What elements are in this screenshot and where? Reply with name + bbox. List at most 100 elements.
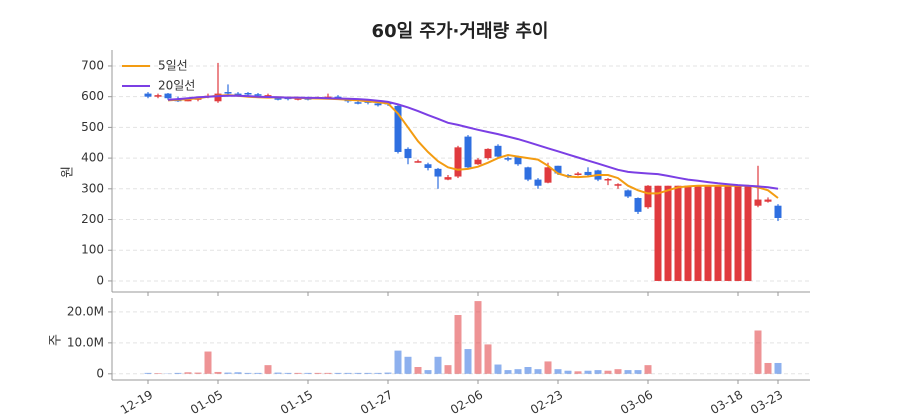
candle-body bbox=[484, 148, 492, 159]
candle-body bbox=[694, 185, 702, 281]
volume-bar bbox=[184, 372, 192, 374]
candle-body bbox=[504, 158, 512, 160]
candle-body bbox=[654, 185, 662, 281]
candle-body bbox=[644, 185, 652, 208]
candle-body bbox=[724, 185, 732, 281]
candle-body bbox=[394, 105, 402, 152]
x-tick-label: 01-15 bbox=[278, 388, 315, 418]
candle-body bbox=[734, 185, 742, 281]
candle-body bbox=[634, 198, 642, 212]
candle-body bbox=[584, 171, 592, 175]
volume-bar bbox=[364, 372, 372, 374]
candle-body bbox=[464, 136, 472, 168]
legend-label: 5일선 bbox=[158, 59, 188, 73]
volume-bar bbox=[574, 371, 582, 374]
candle-body bbox=[684, 185, 692, 281]
candle-body bbox=[164, 93, 172, 99]
candle-body bbox=[774, 205, 782, 218]
x-tick-label: 02-06 bbox=[448, 388, 485, 418]
volume-bar bbox=[634, 370, 642, 374]
x-tick-label: 03-06 bbox=[618, 388, 655, 418]
volume-bar bbox=[484, 344, 492, 374]
candle-body bbox=[234, 93, 242, 96]
candle-body bbox=[144, 93, 152, 97]
volume-bar bbox=[474, 301, 482, 374]
volume-bar bbox=[524, 367, 532, 374]
candle-body bbox=[254, 94, 262, 96]
volume-bar bbox=[394, 350, 402, 374]
ma-line bbox=[167, 94, 779, 199]
candle-body bbox=[224, 92, 232, 94]
volume-bar bbox=[624, 370, 632, 374]
ma-line bbox=[167, 94, 779, 190]
candle-body bbox=[274, 98, 282, 100]
candle-body bbox=[154, 95, 162, 97]
y-tick-label: 600 bbox=[81, 89, 104, 103]
candle-body bbox=[534, 179, 542, 186]
candle-body bbox=[754, 199, 762, 206]
y-tick-label: 300 bbox=[81, 181, 104, 195]
x-tick-label: 03-18 bbox=[708, 388, 745, 418]
candle-body bbox=[524, 167, 532, 180]
volume-bar bbox=[374, 372, 382, 374]
candle-body bbox=[474, 159, 482, 165]
volume-bar bbox=[444, 365, 452, 374]
candle-body bbox=[414, 161, 422, 163]
volume-bar bbox=[384, 372, 392, 374]
volume-bar bbox=[284, 372, 292, 374]
volume-bar bbox=[404, 356, 412, 374]
volume-bar bbox=[754, 330, 762, 374]
x-tick-label: 02-23 bbox=[528, 388, 565, 418]
y-tick-label: 500 bbox=[81, 120, 104, 134]
volume-axis-label: 주 bbox=[49, 334, 64, 346]
y-tick-label: 100 bbox=[81, 243, 104, 257]
candle-body bbox=[294, 98, 302, 100]
volume-tick-label: 10.0M bbox=[67, 335, 104, 349]
volume-bar bbox=[594, 370, 602, 374]
candle-body bbox=[714, 185, 722, 281]
candle-body bbox=[434, 168, 442, 177]
volume-bar bbox=[264, 365, 272, 374]
legend-label: 20일선 bbox=[158, 79, 195, 93]
volume-bar bbox=[494, 364, 502, 374]
volume-bar bbox=[454, 315, 462, 374]
volume-bar bbox=[604, 370, 612, 374]
y-tick-label: 400 bbox=[81, 151, 104, 165]
candle-body bbox=[554, 165, 562, 174]
volume-bar bbox=[354, 372, 362, 374]
volume-bar bbox=[344, 372, 352, 374]
candle-body bbox=[674, 185, 682, 281]
candle-body bbox=[214, 93, 222, 102]
volume-bar bbox=[214, 371, 222, 374]
volume-bar bbox=[414, 367, 422, 374]
volume-bar bbox=[504, 370, 512, 374]
y-tick-label: 200 bbox=[81, 212, 104, 226]
volume-bar bbox=[254, 372, 262, 374]
candle-body bbox=[744, 185, 752, 281]
candle-body bbox=[574, 173, 582, 175]
chart-title: 60일 주가·거래량 추이 bbox=[372, 21, 549, 42]
volume-bar bbox=[514, 369, 522, 374]
volume-bar bbox=[154, 373, 162, 374]
candle-body bbox=[454, 147, 462, 177]
volume-bar bbox=[564, 370, 572, 374]
volume-bar bbox=[764, 362, 772, 374]
candle-body bbox=[374, 103, 382, 106]
candle-body bbox=[514, 156, 522, 165]
candle-body bbox=[544, 167, 552, 183]
candle-body bbox=[704, 185, 712, 281]
y-tick-label: 0 bbox=[96, 273, 104, 287]
volume-tick-label: 20.0M bbox=[67, 304, 104, 318]
volume-bar bbox=[614, 369, 622, 374]
volume-bar bbox=[194, 372, 202, 374]
candle-body bbox=[614, 184, 622, 186]
volume-bar bbox=[464, 349, 472, 374]
x-tick-label: 01-27 bbox=[358, 388, 395, 418]
candle-body bbox=[404, 148, 412, 159]
volume-bar bbox=[424, 370, 432, 374]
candle-body bbox=[624, 190, 632, 197]
volume-bar bbox=[294, 372, 302, 374]
volume-bar bbox=[314, 372, 322, 374]
volume-bar bbox=[224, 372, 232, 374]
